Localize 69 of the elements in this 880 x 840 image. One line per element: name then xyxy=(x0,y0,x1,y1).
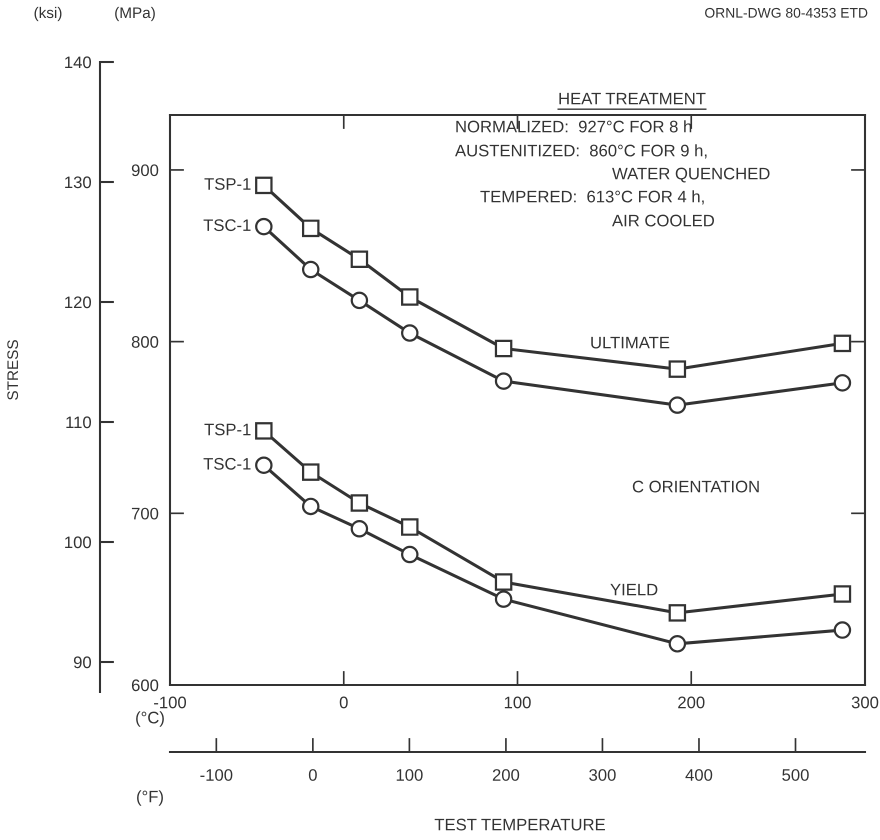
y2-tick-label: 110 xyxy=(66,416,92,428)
x2-tick-label: 300 xyxy=(589,769,616,781)
point xyxy=(668,396,686,414)
y-axis-title: (MPa) xyxy=(115,6,155,22)
point xyxy=(401,324,419,342)
point xyxy=(401,546,419,564)
point xyxy=(494,340,512,358)
point xyxy=(350,250,368,268)
x2-tick-label: 500 xyxy=(782,769,809,781)
y2-axis-title: (ksi) xyxy=(34,6,62,22)
point xyxy=(834,621,852,639)
y2-tick-label: 120 xyxy=(65,296,92,308)
point xyxy=(401,518,419,536)
point xyxy=(834,585,852,603)
series-label: TSP-1 xyxy=(204,424,251,436)
annotation: ULTIMATE xyxy=(591,336,670,348)
x2-tick-label: 200 xyxy=(492,769,520,781)
x2-tick-label: 100 xyxy=(396,769,423,781)
point xyxy=(668,360,686,378)
y2-tick-label: 100 xyxy=(65,536,92,548)
point xyxy=(302,498,320,516)
point xyxy=(494,590,512,608)
y2-tick-label: 140 xyxy=(65,56,92,68)
text: ORNL-DWG 80-4353 ETD xyxy=(705,8,868,18)
point xyxy=(302,463,320,481)
y2-tick-label: 90 xyxy=(74,656,92,668)
x-tick-label: 0 xyxy=(340,696,348,708)
x2-axis-title: (°F) xyxy=(137,790,163,806)
point xyxy=(350,292,368,310)
point xyxy=(834,374,852,392)
series-label: TSP-1 xyxy=(204,178,251,190)
annotation: TEMPERED: 613°C FOR 4 h, xyxy=(480,190,704,204)
point xyxy=(302,220,320,238)
point xyxy=(834,334,852,352)
text: STRESS xyxy=(7,340,18,400)
annotation: AIR COOLED xyxy=(612,214,714,226)
point xyxy=(668,604,686,622)
x-tick-label: -100 xyxy=(154,696,186,708)
point xyxy=(302,260,320,278)
text: TEST TEMPERATURE xyxy=(434,818,605,830)
y-tick-label: 700 xyxy=(132,508,158,520)
point xyxy=(350,520,368,538)
annotation: C ORIENTATION xyxy=(632,480,759,492)
y2-tick-label: 130 xyxy=(65,176,92,188)
y-tick-label: 600 xyxy=(132,679,158,692)
x2-tick-label: -100 xyxy=(200,769,232,781)
point xyxy=(255,456,273,474)
point xyxy=(350,494,368,512)
point xyxy=(401,288,419,306)
point xyxy=(255,218,273,236)
y-tick-label: 800 xyxy=(132,336,158,348)
x-tick-label: 100 xyxy=(504,696,531,708)
x-axis-title: (°C) xyxy=(136,711,164,727)
annotation: AUSTENITIZED: 860°C FOR 9 h, xyxy=(455,144,707,158)
series-label: TSC-1 xyxy=(204,458,251,470)
x-tick-label: 200 xyxy=(678,696,705,708)
series-label: TSC-1 xyxy=(204,219,251,232)
point xyxy=(255,176,273,194)
x2-tick-label: 0 xyxy=(308,769,317,781)
text: HEAT TREATMENT xyxy=(559,92,706,104)
x-tick-label: 300 xyxy=(852,696,878,708)
annotation: WATER QUENCHED xyxy=(612,168,770,182)
annotation: YIELD xyxy=(610,584,658,596)
point xyxy=(494,573,512,591)
point xyxy=(494,372,512,390)
y-tick-label: 900 xyxy=(132,164,158,176)
x2-tick-label: 400 xyxy=(685,769,712,781)
point xyxy=(668,635,686,653)
point xyxy=(255,422,273,440)
